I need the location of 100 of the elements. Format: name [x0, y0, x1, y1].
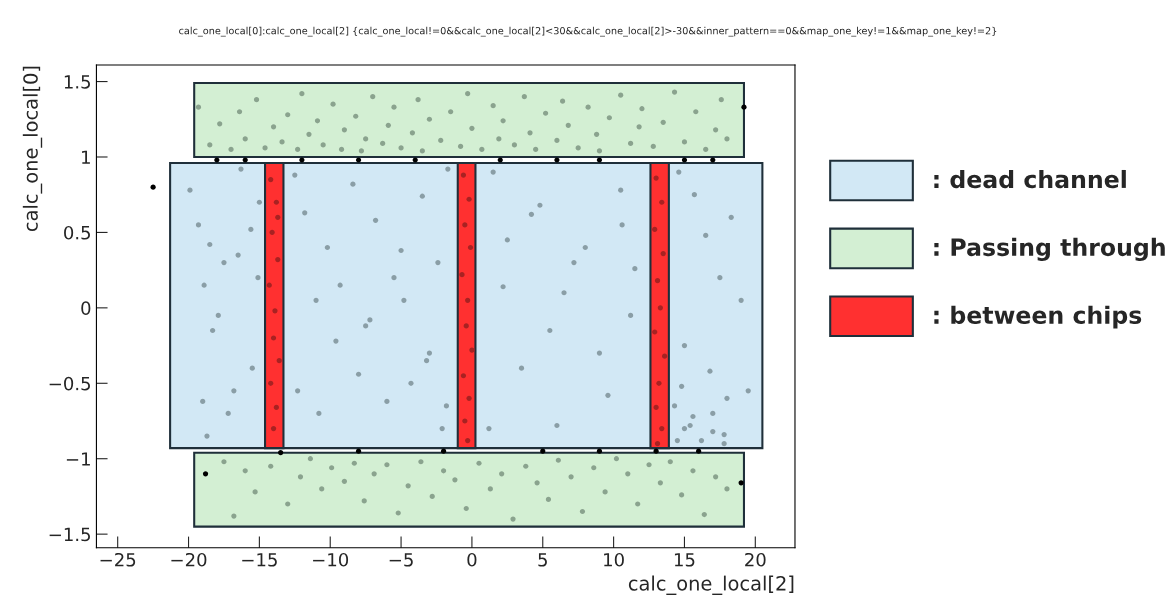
- point: [351, 460, 357, 466]
- point: [418, 459, 424, 465]
- point: [499, 471, 505, 477]
- point: [534, 480, 540, 486]
- point: [591, 465, 597, 471]
- point: [242, 468, 248, 474]
- point: [429, 493, 435, 500]
- point: [679, 492, 685, 498]
- point: [713, 474, 719, 480]
- point: [460, 373, 467, 379]
- point: [285, 501, 291, 507]
- x-tick-label: −5: [389, 553, 413, 567]
- point: [613, 456, 620, 462]
- point: [276, 358, 282, 364]
- y-tick-label: 0.5: [64, 225, 90, 240]
- point: [667, 459, 673, 465]
- point: [395, 510, 401, 516]
- point: [568, 474, 574, 480]
- point: [272, 308, 278, 314]
- x-tick-label: 10: [604, 552, 624, 567]
- chart-title: calc_one_local[0]:calc_one_local[2] {calc_one_local!=0&&calc_one_local[2]<30&&calc_one_local[2]>-30&&inner_pattern==0&&map_one_key!=1&&map_one_key!=2}: [179, 26, 997, 37]
- x-tick-label: 0: [467, 552, 477, 567]
- point: [440, 468, 447, 474]
- point: [355, 157, 362, 163]
- point: [741, 104, 747, 110]
- point: [329, 465, 335, 471]
- y-tick-label: −1.5: [49, 527, 90, 542]
- x-tick-label: −25: [100, 552, 136, 567]
- legend-label: : Passing through: [934, 237, 1165, 261]
- point: [273, 199, 279, 205]
- point: [270, 335, 277, 341]
- point: [361, 498, 367, 504]
- point: [252, 489, 258, 495]
- y-tick-label: −1: [66, 452, 90, 466]
- point: [738, 480, 744, 486]
- point: [523, 463, 529, 469]
- point: [319, 486, 325, 492]
- point: [467, 244, 474, 251]
- x-axis-title: calc_one_local[2]: [628, 575, 794, 595]
- point: [465, 438, 471, 444]
- point: [355, 448, 362, 454]
- point: [701, 511, 707, 518]
- point: [273, 404, 279, 411]
- x-tick-label: 20: [745, 552, 766, 567]
- point: [405, 483, 411, 489]
- point: [596, 157, 603, 163]
- point: [662, 353, 668, 359]
- point: [654, 441, 661, 447]
- point: [462, 222, 468, 228]
- point: [652, 329, 658, 335]
- point: [275, 214, 281, 220]
- point: [657, 305, 663, 311]
- point: [596, 448, 603, 454]
- y-tick-label: 1: [82, 150, 90, 164]
- point: [540, 448, 546, 454]
- point: [602, 489, 608, 495]
- point: [460, 172, 467, 178]
- point: [466, 395, 472, 401]
- point: [466, 196, 472, 202]
- point: [579, 508, 586, 515]
- point: [690, 468, 696, 474]
- point: [487, 486, 493, 492]
- point: [555, 457, 561, 463]
- x-tick-label: 15: [674, 553, 695, 567]
- point: [652, 226, 658, 232]
- point: [269, 229, 275, 236]
- point: [625, 471, 631, 477]
- point: [463, 323, 469, 329]
- point: [150, 184, 156, 190]
- point: [681, 157, 688, 163]
- point: [231, 513, 237, 519]
- point: [299, 157, 305, 163]
- point: [278, 450, 284, 456]
- x-tick-label: −10: [313, 552, 349, 567]
- point: [268, 463, 274, 469]
- point: [653, 448, 659, 454]
- legend-label: : dead channel: [934, 169, 1126, 189]
- point: [510, 516, 516, 522]
- y-axis-title: calc_one_local[0]: [22, 66, 43, 232]
- point: [659, 199, 665, 205]
- point: [545, 496, 552, 503]
- point: [266, 282, 272, 288]
- point: [696, 448, 702, 454]
- point: [268, 380, 274, 386]
- y-tick-label: −0.5: [49, 376, 90, 391]
- point: [242, 157, 248, 163]
- point: [459, 272, 465, 278]
- point: [384, 462, 390, 468]
- point: [341, 478, 347, 484]
- point: [653, 404, 659, 411]
- point: [221, 459, 227, 465]
- point: [724, 486, 730, 492]
- point: [452, 477, 458, 483]
- point: [554, 157, 560, 163]
- x-tick-label: −20: [171, 552, 207, 567]
- point: [476, 460, 482, 466]
- point: [412, 157, 418, 163]
- point: [463, 505, 469, 512]
- point: [268, 177, 274, 183]
- point: [635, 501, 641, 507]
